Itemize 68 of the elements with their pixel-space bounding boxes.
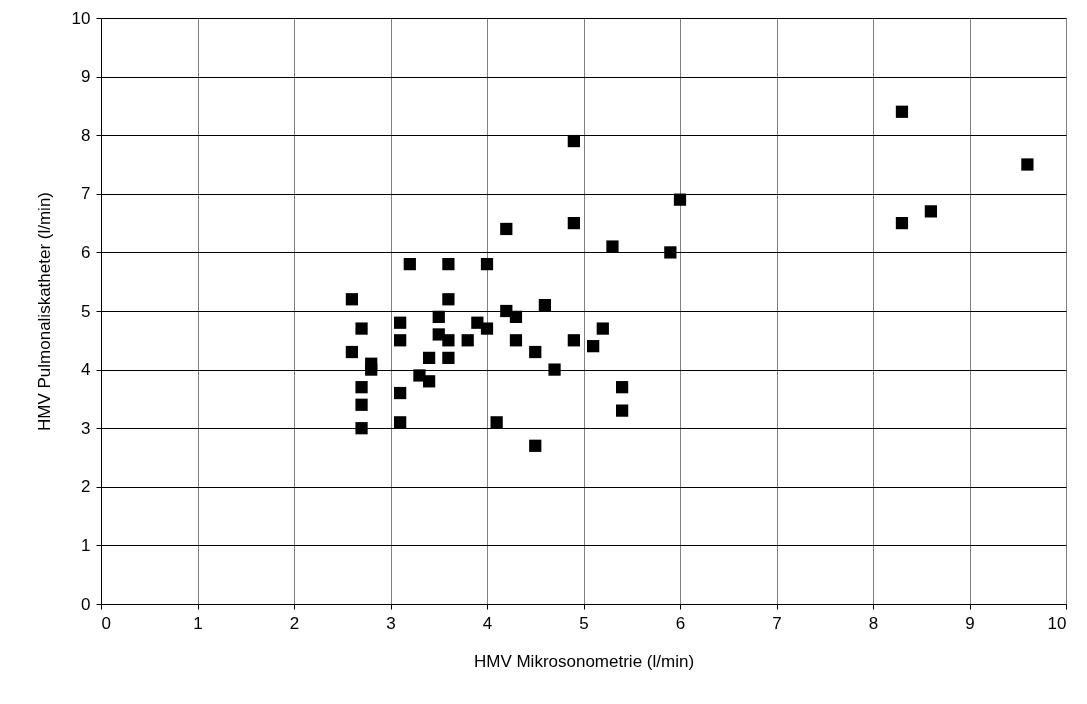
point xyxy=(432,310,445,323)
point xyxy=(529,439,542,452)
point xyxy=(500,222,513,236)
point xyxy=(442,293,455,306)
point xyxy=(345,345,359,359)
y-tick-label: 4 xyxy=(81,360,91,380)
point xyxy=(422,375,436,388)
y-tick-label: 2 xyxy=(81,477,91,497)
x-tick-label: 1 xyxy=(193,613,203,633)
point xyxy=(509,334,523,347)
y-tick-label: 3 xyxy=(81,418,91,438)
point xyxy=(345,293,359,306)
point xyxy=(490,416,503,429)
point xyxy=(615,404,629,417)
point xyxy=(480,322,494,335)
point xyxy=(615,381,629,394)
point xyxy=(355,322,368,335)
point xyxy=(394,334,407,347)
point xyxy=(355,422,368,435)
x-tick-label: 2 xyxy=(289,613,300,633)
x-axis-title: HMV Mikrosonometrie (l/min) xyxy=(473,651,695,671)
point xyxy=(664,246,677,259)
point xyxy=(924,205,938,218)
point xyxy=(461,334,474,347)
x-tick-label: 3 xyxy=(386,613,396,633)
point xyxy=(442,351,455,364)
point xyxy=(895,216,909,230)
point xyxy=(1021,158,1034,171)
y-tick-label: 5 xyxy=(81,301,91,321)
y-tick-label: 10 xyxy=(71,8,91,28)
point xyxy=(587,340,600,353)
point xyxy=(606,240,619,253)
x-tick-label: 8 xyxy=(868,613,879,633)
point xyxy=(509,310,523,323)
point xyxy=(567,334,580,347)
x-tick-label: 0 xyxy=(101,613,111,633)
point xyxy=(394,416,407,429)
x-tick-label: 7 xyxy=(772,613,782,633)
point xyxy=(529,345,542,359)
y-tick-label: 6 xyxy=(81,242,91,262)
point xyxy=(567,134,580,148)
y-tick-label: 7 xyxy=(81,184,91,204)
point xyxy=(895,105,909,118)
point xyxy=(567,216,580,230)
y-tick-label: 1 xyxy=(81,535,91,555)
point xyxy=(538,299,552,312)
y-tick-label: 8 xyxy=(81,125,91,145)
point xyxy=(480,258,494,271)
point xyxy=(365,363,378,376)
point xyxy=(403,258,416,271)
point xyxy=(355,398,368,411)
x-tick-label: 5 xyxy=(579,613,589,633)
point xyxy=(422,351,436,364)
x-tick-label: 4 xyxy=(482,613,493,633)
y-tick-label: 0 xyxy=(81,594,91,614)
x-tick-label: 9 xyxy=(965,613,975,633)
point xyxy=(355,381,368,394)
x-tick-label: 10 xyxy=(1047,613,1067,633)
y-axis-title: HMV Pulmonaliskatheter (l/min) xyxy=(34,191,54,432)
y-tick-label: 9 xyxy=(81,67,91,87)
point xyxy=(394,316,407,329)
x-tick-label: 6 xyxy=(675,613,686,633)
point xyxy=(394,386,407,400)
point xyxy=(548,363,561,376)
point xyxy=(673,193,687,206)
point xyxy=(442,334,455,347)
point xyxy=(442,258,455,271)
point xyxy=(596,322,609,335)
